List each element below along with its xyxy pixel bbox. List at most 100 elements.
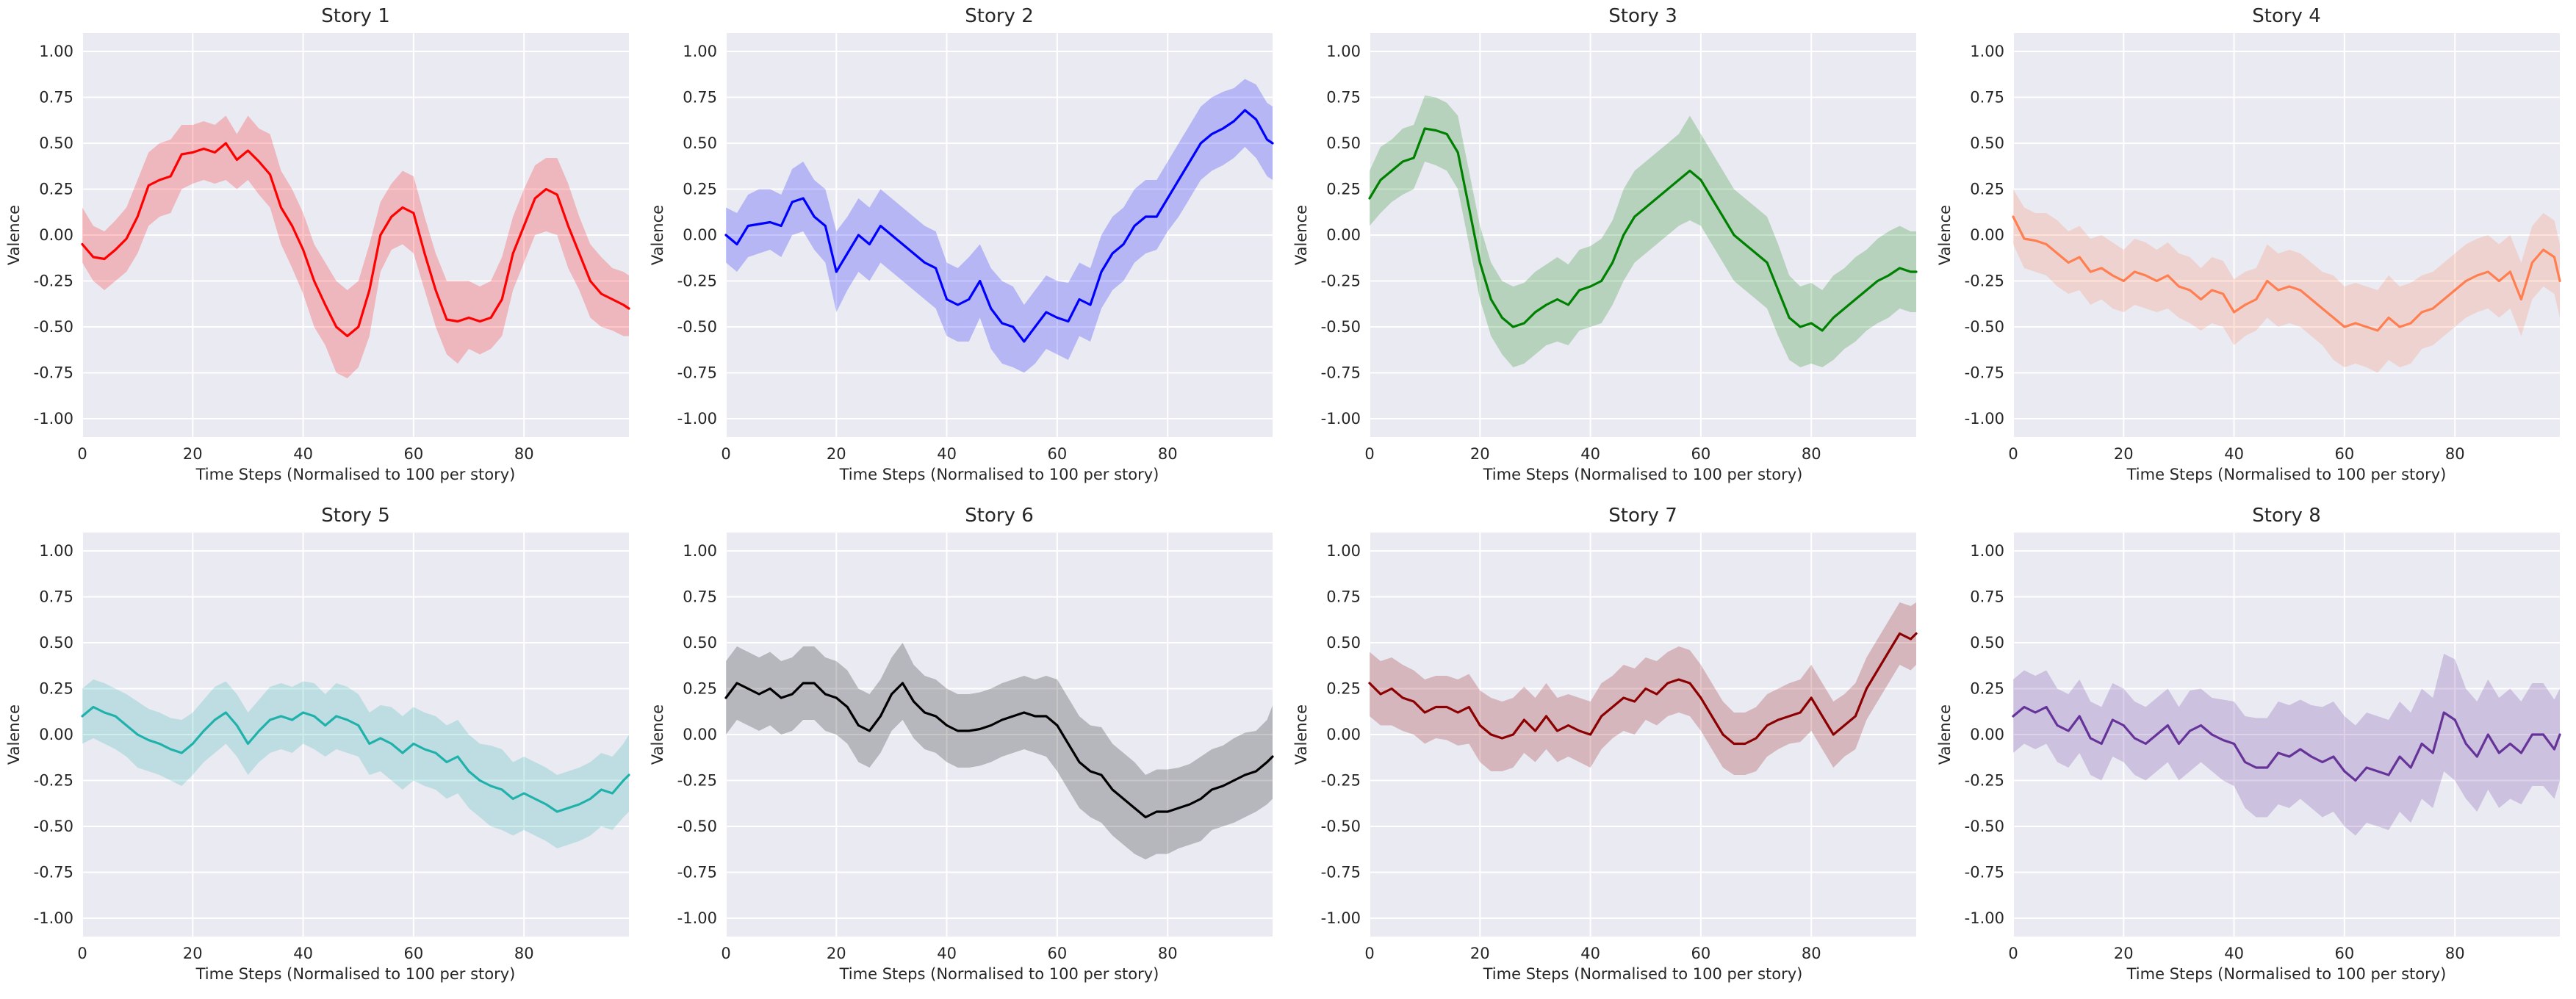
subplot-title: Story 5 xyxy=(321,505,390,527)
x-tick-label: 0 xyxy=(77,945,87,962)
y-tick-label: 0.00 xyxy=(39,226,73,244)
subplot-8: -1.00 -0.75 -0.50 -0.25 0.00 0.25 0.50 0.75 1.00… xyxy=(1936,505,2561,983)
confidence-band xyxy=(1370,602,1916,775)
y-tick-label: -0.25 xyxy=(677,772,717,790)
y-tick-label: -0.50 xyxy=(677,318,717,336)
y-tick-label: -0.75 xyxy=(1321,864,1361,881)
subplot-3: -1.00 -0.75 -0.50 -0.25 0.00 0.25 0.50 0.75 1.00… xyxy=(1292,5,1918,483)
y-tick-label: -0.75 xyxy=(1321,364,1361,382)
x-tick-label: 40 xyxy=(293,445,313,463)
confidence-band xyxy=(2013,654,2560,836)
y-tick-label: 1.00 xyxy=(1326,542,1361,560)
x-tick-label: 60 xyxy=(1048,445,1068,463)
y-tick-label: 0.00 xyxy=(683,226,717,244)
y-tick-label: 0.75 xyxy=(1326,588,1361,606)
y-tick-label: 0.25 xyxy=(39,181,73,198)
y-tick-label: 0.00 xyxy=(1970,726,2004,743)
y-tick-label: 0.00 xyxy=(1326,726,1361,743)
subplot-title: Story 2 xyxy=(965,5,1034,27)
subplot-title: Story 8 xyxy=(2252,505,2321,527)
y-tick-label: -1.00 xyxy=(1965,410,2004,428)
y-tick-label: 0.25 xyxy=(39,680,73,698)
x-tick-label: 0 xyxy=(2008,945,2018,962)
x-tick-label: 0 xyxy=(1364,945,1374,962)
x-tick-label: 80 xyxy=(2445,445,2465,463)
mean-valence-line xyxy=(2012,215,2561,332)
y-tick-label: -0.50 xyxy=(1321,318,1361,336)
y-tick-label: -0.50 xyxy=(1321,818,1361,835)
subplot-7: -1.00 -0.75 -0.50 -0.25 0.00 0.25 0.50 0.75 1.00… xyxy=(1292,505,1918,983)
x-axis-label: Time Steps (Normalised to 100 per story) xyxy=(2126,965,2447,983)
mean-valence-line xyxy=(1368,632,1918,746)
x-tick-label: 80 xyxy=(1802,945,1821,962)
x-tick-label: 60 xyxy=(2335,945,2355,962)
y-tick-label: 1.00 xyxy=(683,542,717,560)
y-tick-label: -0.50 xyxy=(34,818,73,835)
subplot-title: Story 7 xyxy=(1608,505,1677,527)
x-axis-label: Time Steps (Normalised to 100 per story) xyxy=(195,466,516,483)
x-tick-label: 20 xyxy=(2114,945,2134,962)
y-tick-label: -0.75 xyxy=(677,864,717,881)
y-tick-label: 0.25 xyxy=(1970,680,2004,698)
y-tick-label: 0.00 xyxy=(1970,226,2004,244)
x-tick-label: 60 xyxy=(404,445,424,463)
x-tick-label: 20 xyxy=(1470,945,1490,962)
y-axis-label: Valence xyxy=(5,205,23,265)
x-tick-label: 60 xyxy=(404,945,424,962)
x-axis-label: Time Steps (Normalised to 100 per story) xyxy=(1483,466,1803,483)
y-tick-label: -0.25 xyxy=(34,772,73,790)
x-tick-label: 40 xyxy=(2224,445,2244,463)
x-tick-label: 40 xyxy=(1580,445,1600,463)
x-tick-label: 80 xyxy=(1158,945,1178,962)
subplot-title: Story 1 xyxy=(321,5,390,27)
y-tick-label: 0.50 xyxy=(1326,634,1361,652)
x-tick-label: 20 xyxy=(827,445,846,463)
y-tick-label: 0.75 xyxy=(683,89,717,107)
mean-valence-line xyxy=(2012,705,2561,782)
y-tick-label: 0.00 xyxy=(683,726,717,743)
confidence-band xyxy=(2013,189,2560,373)
y-tick-label: 1.00 xyxy=(39,542,73,560)
x-tick-label: 60 xyxy=(1691,945,1711,962)
y-tick-label: -1.00 xyxy=(1321,909,1361,927)
mean-valence-line xyxy=(81,705,630,813)
y-tick-label: -0.75 xyxy=(1965,364,2004,382)
y-tick-label: 0.50 xyxy=(1970,134,2004,152)
y-tick-label: 0.25 xyxy=(683,181,717,198)
y-tick-label: -1.00 xyxy=(1965,909,2004,927)
y-tick-label: -1.00 xyxy=(34,909,73,927)
x-axis-label: Time Steps (Normalised to 100 per story) xyxy=(1483,965,1803,983)
x-tick-label: 0 xyxy=(77,445,87,463)
y-tick-label: -0.25 xyxy=(1321,772,1361,790)
y-axis-label: Valence xyxy=(1292,704,1310,765)
y-axis-label: Valence xyxy=(1292,205,1310,265)
y-tick-label: 0.50 xyxy=(39,134,73,152)
x-tick-label: 80 xyxy=(2445,945,2465,962)
mean-valence-line xyxy=(724,682,1274,819)
subplot-2: -1.00 -0.75 -0.50 -0.25 0.00 0.25 0.50 0.75 1.00… xyxy=(649,5,1274,483)
y-tick-label: 0.25 xyxy=(1326,680,1361,698)
y-tick-label: 0.50 xyxy=(39,634,73,652)
y-tick-label: -1.00 xyxy=(34,410,73,428)
x-tick-label: 40 xyxy=(2224,945,2244,962)
subplot-6: -1.00 -0.75 -0.50 -0.25 0.00 0.25 0.50 0.75 1.00… xyxy=(649,505,1274,983)
subplot-1: -1.00 -0.75 -0.50 -0.25 0.00 0.25 0.50 0.75 1.00… xyxy=(5,5,630,483)
x-tick-label: 0 xyxy=(1364,445,1374,463)
x-axis-label: Time Steps (Normalised to 100 per story) xyxy=(2126,466,2447,483)
x-tick-label: 20 xyxy=(183,445,203,463)
x-tick-label: 80 xyxy=(1158,445,1178,463)
y-tick-label: 1.00 xyxy=(1970,43,2004,60)
y-tick-label: -0.25 xyxy=(34,273,73,290)
y-axis-label: Valence xyxy=(5,704,23,765)
y-axis-label: Valence xyxy=(1936,205,1954,265)
x-tick-label: 0 xyxy=(2008,445,2018,463)
subplot-title: Story 6 xyxy=(965,505,1034,527)
y-tick-label: -0.25 xyxy=(677,273,717,290)
y-axis-label: Valence xyxy=(649,205,666,265)
x-tick-label: 0 xyxy=(721,945,730,962)
y-tick-label: 0.25 xyxy=(1326,181,1361,198)
y-tick-label: 0.50 xyxy=(683,634,717,652)
y-tick-label: 0.75 xyxy=(39,588,73,606)
x-tick-label: 0 xyxy=(721,445,730,463)
x-tick-label: 60 xyxy=(2335,445,2355,463)
